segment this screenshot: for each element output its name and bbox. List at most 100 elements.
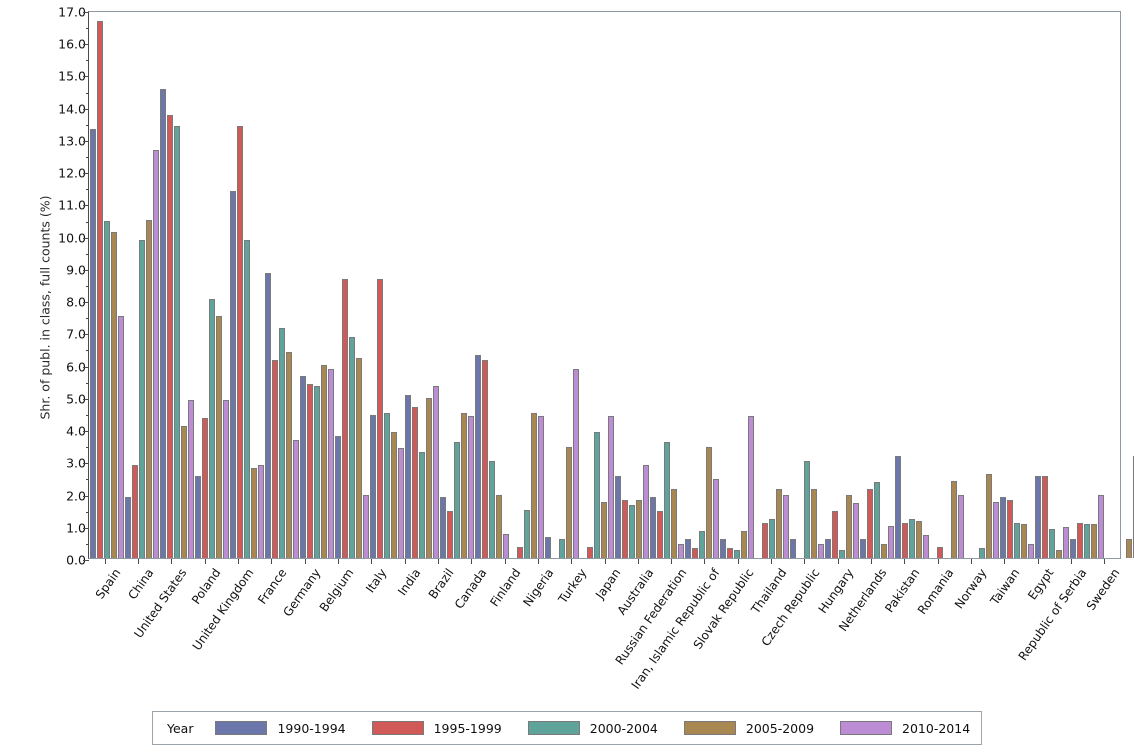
bar[interactable] [502, 533, 509, 558]
bar[interactable] [1076, 522, 1083, 558]
bar-group[interactable] [334, 12, 369, 558]
bar-group[interactable] [1104, 12, 1134, 558]
bar-group[interactable] [964, 12, 999, 558]
bar[interactable] [1027, 543, 1034, 558]
bar[interactable] [698, 530, 705, 558]
bar[interactable] [978, 548, 985, 558]
bar[interactable] [586, 546, 593, 558]
bar-group[interactable] [89, 12, 124, 558]
bar[interactable] [516, 546, 523, 558]
bar[interactable] [257, 464, 264, 558]
bar-group[interactable] [159, 12, 194, 558]
bar[interactable] [159, 88, 166, 558]
bar[interactable] [845, 495, 852, 558]
bar[interactable] [110, 232, 117, 558]
bar-group[interactable] [859, 12, 894, 558]
bar[interactable] [362, 495, 369, 558]
bar[interactable] [908, 519, 915, 558]
bar[interactable] [530, 412, 537, 558]
bar[interactable] [761, 522, 768, 558]
bar[interactable] [131, 464, 138, 558]
bar[interactable] [880, 543, 887, 558]
bar[interactable] [866, 488, 873, 558]
bar[interactable] [320, 364, 327, 558]
bar[interactable] [117, 316, 124, 558]
bar[interactable] [96, 21, 103, 558]
bar[interactable] [481, 359, 488, 558]
bar[interactable] [341, 279, 348, 558]
bar-group[interactable] [404, 12, 439, 558]
bar[interactable] [810, 488, 817, 558]
bar-group[interactable] [474, 12, 509, 558]
bar[interactable] [1083, 524, 1090, 558]
bar[interactable] [432, 385, 439, 558]
bar-group[interactable] [824, 12, 859, 558]
bar[interactable] [1055, 549, 1062, 558]
bar[interactable] [537, 416, 544, 558]
bar[interactable] [453, 441, 460, 558]
bar[interactable] [950, 480, 957, 558]
bar[interactable] [992, 501, 999, 558]
bar[interactable] [922, 535, 929, 558]
bar[interactable] [747, 416, 754, 558]
bar-group[interactable] [579, 12, 614, 558]
bar[interactable] [89, 129, 96, 558]
bar[interactable] [243, 240, 250, 558]
bar[interactable] [425, 398, 432, 558]
bar-group[interactable] [369, 12, 404, 558]
bar[interactable] [383, 412, 390, 558]
bar-group[interactable] [894, 12, 929, 558]
bar[interactable] [292, 440, 299, 558]
bar[interactable] [614, 475, 621, 558]
bar[interactable] [348, 337, 355, 558]
bar[interactable] [985, 474, 992, 558]
bar[interactable] [1097, 495, 1104, 558]
bar[interactable] [418, 451, 425, 558]
bar[interactable] [306, 383, 313, 558]
bar[interactable] [1020, 524, 1027, 558]
bar[interactable] [166, 114, 173, 558]
bar[interactable] [831, 511, 838, 558]
bar[interactable] [390, 432, 397, 558]
bar[interactable] [712, 479, 719, 558]
bar[interactable] [789, 538, 796, 558]
legend-item[interactable]: 2005-2009 [683, 721, 814, 736]
bar[interactable] [887, 525, 894, 558]
bar[interactable] [327, 369, 334, 558]
bar[interactable] [544, 537, 551, 558]
bar[interactable] [691, 548, 698, 558]
bar[interactable] [250, 467, 257, 558]
bar[interactable] [663, 441, 670, 558]
bar[interactable] [817, 543, 824, 558]
bar[interactable] [201, 417, 208, 558]
bar[interactable] [726, 548, 733, 558]
bar[interactable] [145, 219, 152, 558]
bar[interactable] [1041, 475, 1048, 558]
legend-item[interactable]: 1990-1994 [215, 721, 346, 736]
bar[interactable] [187, 400, 194, 558]
bar-group[interactable] [264, 12, 299, 558]
bar[interactable] [558, 538, 565, 558]
bar[interactable] [957, 495, 964, 558]
bar[interactable] [894, 456, 901, 558]
bar[interactable] [873, 482, 880, 558]
bar[interactable] [411, 406, 418, 558]
bar-group[interactable] [509, 12, 544, 558]
bar[interactable] [446, 511, 453, 558]
bar-group[interactable] [999, 12, 1034, 558]
bar[interactable] [775, 488, 782, 558]
bar[interactable] [628, 504, 635, 558]
bar-group[interactable] [1034, 12, 1069, 558]
bar[interactable] [649, 496, 656, 558]
bar[interactable] [593, 432, 600, 558]
bar-group[interactable] [929, 12, 964, 558]
bar[interactable] [719, 538, 726, 558]
bar[interactable] [460, 412, 467, 558]
bar[interactable] [523, 509, 530, 558]
bar[interactable] [495, 495, 502, 558]
bar[interactable] [467, 416, 474, 558]
bar[interactable] [600, 501, 607, 558]
bar[interactable] [180, 425, 187, 558]
bar[interactable] [936, 546, 943, 558]
legend-item[interactable]: 2010-2014 [840, 721, 970, 736]
